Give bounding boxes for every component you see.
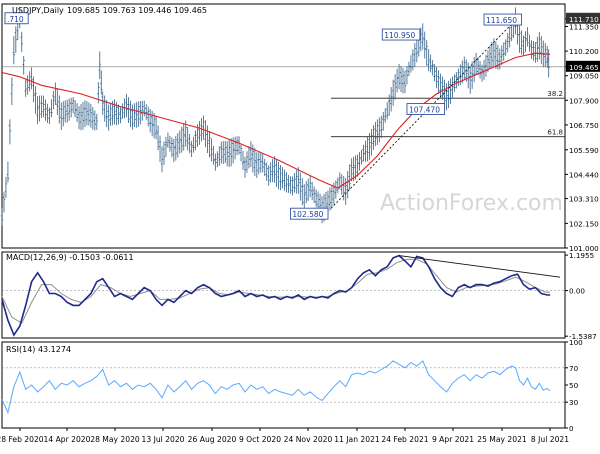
price-ytick-label: 109.050	[569, 72, 599, 81]
price-header-ohlc: 109.685 109.763 109.446 109.465	[67, 6, 207, 15]
price-ytick-label: 111.710	[569, 15, 599, 24]
watermark: ActionForex.com	[380, 191, 563, 216]
rsi-line	[1, 360, 551, 415]
rsi-ytick-label: 50	[569, 381, 579, 390]
price-annotation-label: .710	[7, 15, 24, 24]
macd-title: MACD(12,26,9) -0.1503 -0.0611	[6, 253, 134, 262]
x-tick-label: 11 Jan 2021	[334, 435, 380, 444]
rsi-title: RSI(14) 43.1274	[6, 345, 71, 354]
x-tick-label: 14 Apr 2020	[44, 435, 91, 444]
price-ytick-badge	[566, 12, 600, 24]
macd-line	[1, 254, 551, 337]
rsi-ytick-label: 70	[569, 364, 579, 373]
macd-ytick-label: 1.1955	[569, 251, 594, 260]
price-annotation-label: 107.470	[409, 106, 440, 115]
x-tick-label: 24 Nov 2020	[284, 435, 333, 444]
price-ytick-label: 110.200	[569, 47, 599, 56]
rsi-ytick-label: 30	[569, 398, 579, 407]
price-ytick-label: 102.150	[569, 219, 599, 228]
price-annotation-box	[381, 28, 421, 41]
price-ytick-label: 109.465	[569, 63, 599, 72]
rsi-ytick-label: 0	[569, 424, 574, 433]
price-panel: USDJPY,Daily 109.685 109.763 109.446 109…	[12, 6, 563, 216]
price-ytick-label: 105.590	[569, 146, 599, 155]
price-ytick-label: 104.440	[569, 170, 599, 179]
price-ytick-label: 111.350	[569, 22, 599, 31]
price-ytick-label: 107.900	[569, 96, 599, 105]
price-annotation-box	[406, 103, 445, 115]
price-annotation-box	[4, 12, 29, 25]
x-tick-label: 28 Feb 2020	[0, 435, 44, 444]
price-annotation-box	[483, 13, 523, 26]
rsi-ytick-label: 100	[569, 338, 583, 347]
fib-label: 61.8	[547, 129, 563, 137]
price-annotation-label: 111.650	[486, 16, 517, 25]
x-tick-label: 13 Jul 2020	[142, 435, 185, 444]
moving-average-line	[1, 52, 551, 189]
rsi-panel: RSI(14) 43.1274	[6, 345, 71, 354]
x-tick-label: 8 Jul 2021	[531, 435, 569, 444]
x-tick-label: 24 Feb 2021	[381, 435, 428, 444]
x-tick-label: 25 May 2021	[477, 435, 527, 444]
price-annotation-box	[290, 207, 329, 220]
x-tick-label: 9 Oct 2020	[239, 435, 281, 444]
macd-signal-line	[1, 258, 551, 324]
price-ytick-label: 103.310	[569, 195, 599, 204]
x-tick-label: 26 Aug 2020	[188, 435, 237, 444]
price-ytick-label: 101.000	[569, 244, 599, 253]
macd-trendline	[399, 255, 561, 278]
price-annotation-label: 102.580	[292, 210, 323, 219]
macd-panel: MACD(12,26,9) -0.1503 -0.0611	[6, 253, 134, 262]
price-header-symbol: USDJPY,Daily	[12, 6, 64, 15]
macd-ytick-label: -1.5387	[569, 332, 597, 341]
price-ytick-badge	[566, 60, 600, 72]
x-tick-label: 28 May 2020	[90, 435, 140, 444]
macd-ytick-label: 0.00	[569, 287, 585, 296]
fib-label: 38.2	[547, 90, 563, 98]
x-tick-label: 9 Apr 2021	[432, 435, 474, 444]
price-annotation-label: 110.950	[384, 31, 415, 40]
price-ytick-label: 106.750	[569, 121, 599, 130]
